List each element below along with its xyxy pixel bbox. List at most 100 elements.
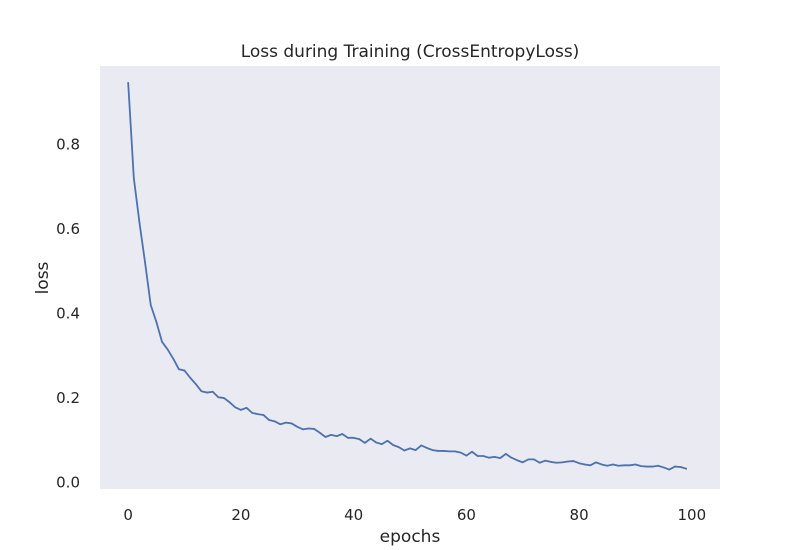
loss-data-point	[302, 428, 304, 431]
loss-data-point	[369, 437, 372, 440]
loss-data-point	[589, 464, 592, 467]
loss-data-point	[324, 436, 327, 438]
loss-data-point	[319, 431, 321, 434]
x-tick-label: 20	[231, 506, 250, 524]
loss-data-point	[674, 465, 676, 468]
loss-data-point	[403, 449, 406, 452]
loss-data-point	[149, 304, 152, 306]
chart-title: Loss during Training (CrossEntropyLoss)	[241, 42, 580, 62]
loss-data-point	[228, 401, 231, 404]
loss-data-point	[578, 462, 580, 465]
loss-data-point	[657, 464, 659, 467]
plot-layer	[127, 82, 688, 471]
loss-data-point	[572, 460, 575, 462]
loss-data-point	[459, 451, 462, 454]
loss-data-point	[234, 406, 237, 409]
x-tick-label: 0	[123, 506, 133, 524]
loss-data-point	[330, 434, 332, 436]
loss-data-point	[392, 444, 394, 446]
loss-data-point	[629, 464, 631, 467]
loss-data-point	[482, 455, 485, 457]
loss-data-point	[273, 420, 276, 423]
loss-data-point	[195, 383, 197, 385]
y-tick-label: 0.8	[56, 135, 80, 153]
loss-data-point	[668, 468, 671, 471]
x-tick-label: 80	[570, 506, 589, 524]
loss-data-point	[127, 82, 129, 84]
loss-data-point	[454, 450, 456, 453]
loss-data-point	[640, 465, 642, 467]
loss-data-point	[499, 457, 501, 459]
loss-data-point	[567, 460, 569, 463]
loss-data-point	[307, 427, 310, 430]
loss-data-point	[493, 456, 496, 458]
loss-data-point	[364, 442, 366, 444]
loss-data-point	[144, 261, 146, 264]
loss-data-point	[510, 456, 513, 459]
loss-data-point	[623, 464, 625, 467]
loss-data-point	[561, 461, 563, 464]
loss-data-point	[166, 348, 169, 351]
loss-data-point	[386, 439, 389, 442]
loss-data-point	[285, 421, 287, 424]
loss-data-point	[133, 177, 135, 179]
loss-data-point	[471, 450, 473, 453]
loss-data-point	[352, 437, 355, 439]
loss-data-point	[645, 465, 648, 468]
loss-data-point	[347, 437, 349, 439]
loss-data-point	[448, 450, 451, 453]
loss-data-point	[189, 376, 191, 379]
loss-data-point	[437, 450, 439, 452]
loss-data-point	[268, 419, 270, 421]
y-tick-label: 0.2	[56, 389, 80, 407]
loss-data-point	[527, 458, 530, 461]
loss-data-point	[200, 390, 203, 393]
loss-data-point	[290, 422, 293, 425]
loss-data-point	[431, 449, 434, 451]
loss-data-point	[217, 396, 220, 399]
x-tick-label: 60	[457, 506, 476, 524]
loss-data-point	[183, 369, 186, 372]
loss-data-point	[296, 426, 299, 428]
loss-data-point	[257, 413, 259, 415]
y-tick-label: 0.4	[56, 304, 80, 322]
loss-data-point	[240, 409, 242, 411]
loss-data-point	[634, 463, 637, 466]
loss-data-point	[341, 433, 344, 435]
loss-data-point	[550, 461, 552, 463]
plot-area	[100, 66, 720, 489]
x-axis-label: epochs	[380, 527, 441, 547]
loss-data-point	[516, 459, 518, 462]
loss-data-point	[521, 461, 524, 464]
x-tick-label: 40	[344, 506, 363, 524]
loss-data-point	[161, 341, 163, 343]
loss-data-point	[612, 463, 614, 466]
loss-data-point	[595, 461, 597, 464]
x-tick-label: 100	[677, 506, 706, 524]
loss-data-point	[465, 454, 468, 457]
loss-data-point	[251, 412, 253, 414]
loss-data-point	[443, 450, 445, 452]
loss-data-point	[138, 221, 141, 224]
y-axis-label: loss	[33, 261, 53, 294]
loss-data-point	[583, 463, 586, 466]
loss-data-point	[662, 466, 665, 469]
loss-data-point	[375, 441, 377, 444]
loss-data-point	[476, 455, 479, 457]
loss-data-point	[600, 463, 603, 466]
loss-data-point	[414, 449, 417, 451]
loss-data-point	[335, 435, 338, 437]
loss-data-point	[279, 423, 282, 426]
loss-data-point	[426, 447, 428, 449]
loss-data-point	[211, 390, 214, 393]
loss-data-point	[488, 456, 490, 459]
loss-data-point	[313, 428, 315, 430]
loss-data-point	[206, 391, 208, 394]
loss-data-point	[685, 467, 687, 470]
loss-data-point	[381, 443, 383, 445]
y-axis-ticks: 0.0 0.2 0.4 0.6 0.8	[56, 135, 80, 491]
loss-series-line	[127, 82, 688, 471]
loss-data-point	[420, 444, 423, 447]
y-tick-label: 0.0	[56, 474, 80, 492]
